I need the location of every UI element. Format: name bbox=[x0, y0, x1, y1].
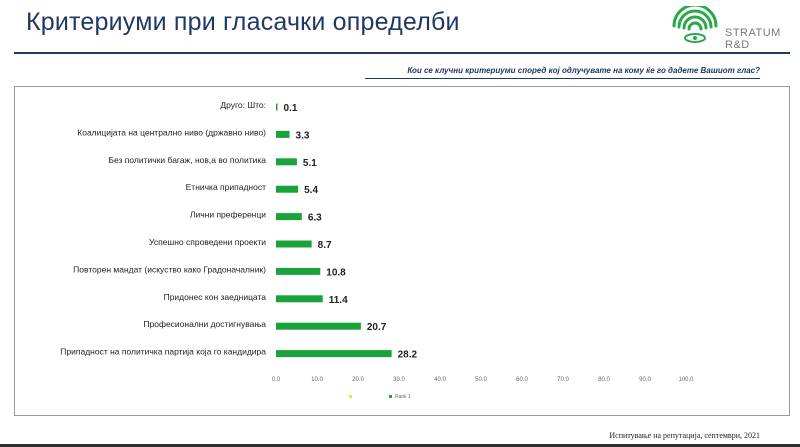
bar bbox=[276, 240, 312, 248]
page-title: Критериуми при гласачки определби bbox=[26, 8, 460, 36]
question-underline bbox=[365, 78, 760, 79]
legend-marker bbox=[349, 395, 352, 398]
bar bbox=[276, 267, 321, 275]
bar bbox=[276, 103, 278, 111]
x-tick-label: 10.0 bbox=[311, 377, 323, 383]
footer-note: Испитување на репутација, септември, 202… bbox=[609, 431, 760, 440]
x-tick-label: 80.0 bbox=[598, 377, 610, 383]
x-tick-label: 70.0 bbox=[557, 377, 569, 383]
value-label: 20.7 bbox=[367, 322, 387, 333]
survey-question: Кои се клучни критериуми според кој одлу… bbox=[407, 66, 760, 75]
bottom-bar bbox=[0, 444, 800, 447]
category-label: Професионални достигнувања bbox=[143, 319, 266, 329]
bar bbox=[276, 322, 361, 330]
x-tick-label: 90.0 bbox=[639, 377, 651, 383]
legend-marker bbox=[389, 395, 392, 398]
category-label: Етничка припадност bbox=[186, 182, 266, 192]
bar bbox=[276, 185, 299, 193]
category-label: Повторен мандат (искуство како Градонача… bbox=[73, 264, 266, 274]
category-label: Коалицијата на централно ниво (државно н… bbox=[77, 127, 266, 137]
value-label: 6.3 bbox=[308, 213, 322, 224]
value-label: 0.1 bbox=[284, 103, 298, 114]
header-rule bbox=[14, 52, 790, 54]
bar bbox=[276, 158, 297, 166]
value-label: 5.4 bbox=[304, 185, 318, 196]
value-label: 28.2 bbox=[398, 350, 418, 361]
x-tick-label: 40.0 bbox=[434, 377, 446, 383]
x-tick-label: 20.0 bbox=[352, 377, 364, 383]
x-tick-label: 50.0 bbox=[475, 377, 487, 383]
x-tick-label: 30.0 bbox=[393, 377, 405, 383]
category-label: Без политички багаж, нов,а во политика bbox=[108, 155, 266, 165]
bar bbox=[276, 295, 323, 303]
x-tick-label: 0.0 bbox=[272, 377, 281, 383]
category-label: Лични преференци bbox=[190, 210, 266, 220]
legend-label: Rank 1 bbox=[395, 394, 411, 400]
value-label: 3.3 bbox=[296, 130, 310, 141]
x-tick-label: 60.0 bbox=[516, 377, 528, 383]
chart-frame bbox=[14, 86, 790, 416]
bar bbox=[276, 213, 302, 221]
x-tick-label: 100.0 bbox=[678, 377, 694, 383]
value-label: 5.1 bbox=[303, 158, 317, 169]
bar bbox=[276, 130, 290, 138]
category-label: Друго: Што: bbox=[220, 100, 266, 110]
stratum-logo-icon bbox=[672, 6, 718, 43]
value-label: 8.7 bbox=[318, 240, 332, 251]
category-label: Успешно спроведени проекти bbox=[149, 237, 266, 247]
value-label: 10.8 bbox=[326, 267, 346, 278]
category-label: Придонес кон заедницата bbox=[164, 292, 267, 302]
brand-name: STRATUM R&D bbox=[725, 27, 781, 51]
category-label: Припадност на политичка партија која го … bbox=[60, 347, 266, 357]
bar bbox=[276, 350, 392, 358]
value-label: 11.4 bbox=[329, 295, 348, 306]
